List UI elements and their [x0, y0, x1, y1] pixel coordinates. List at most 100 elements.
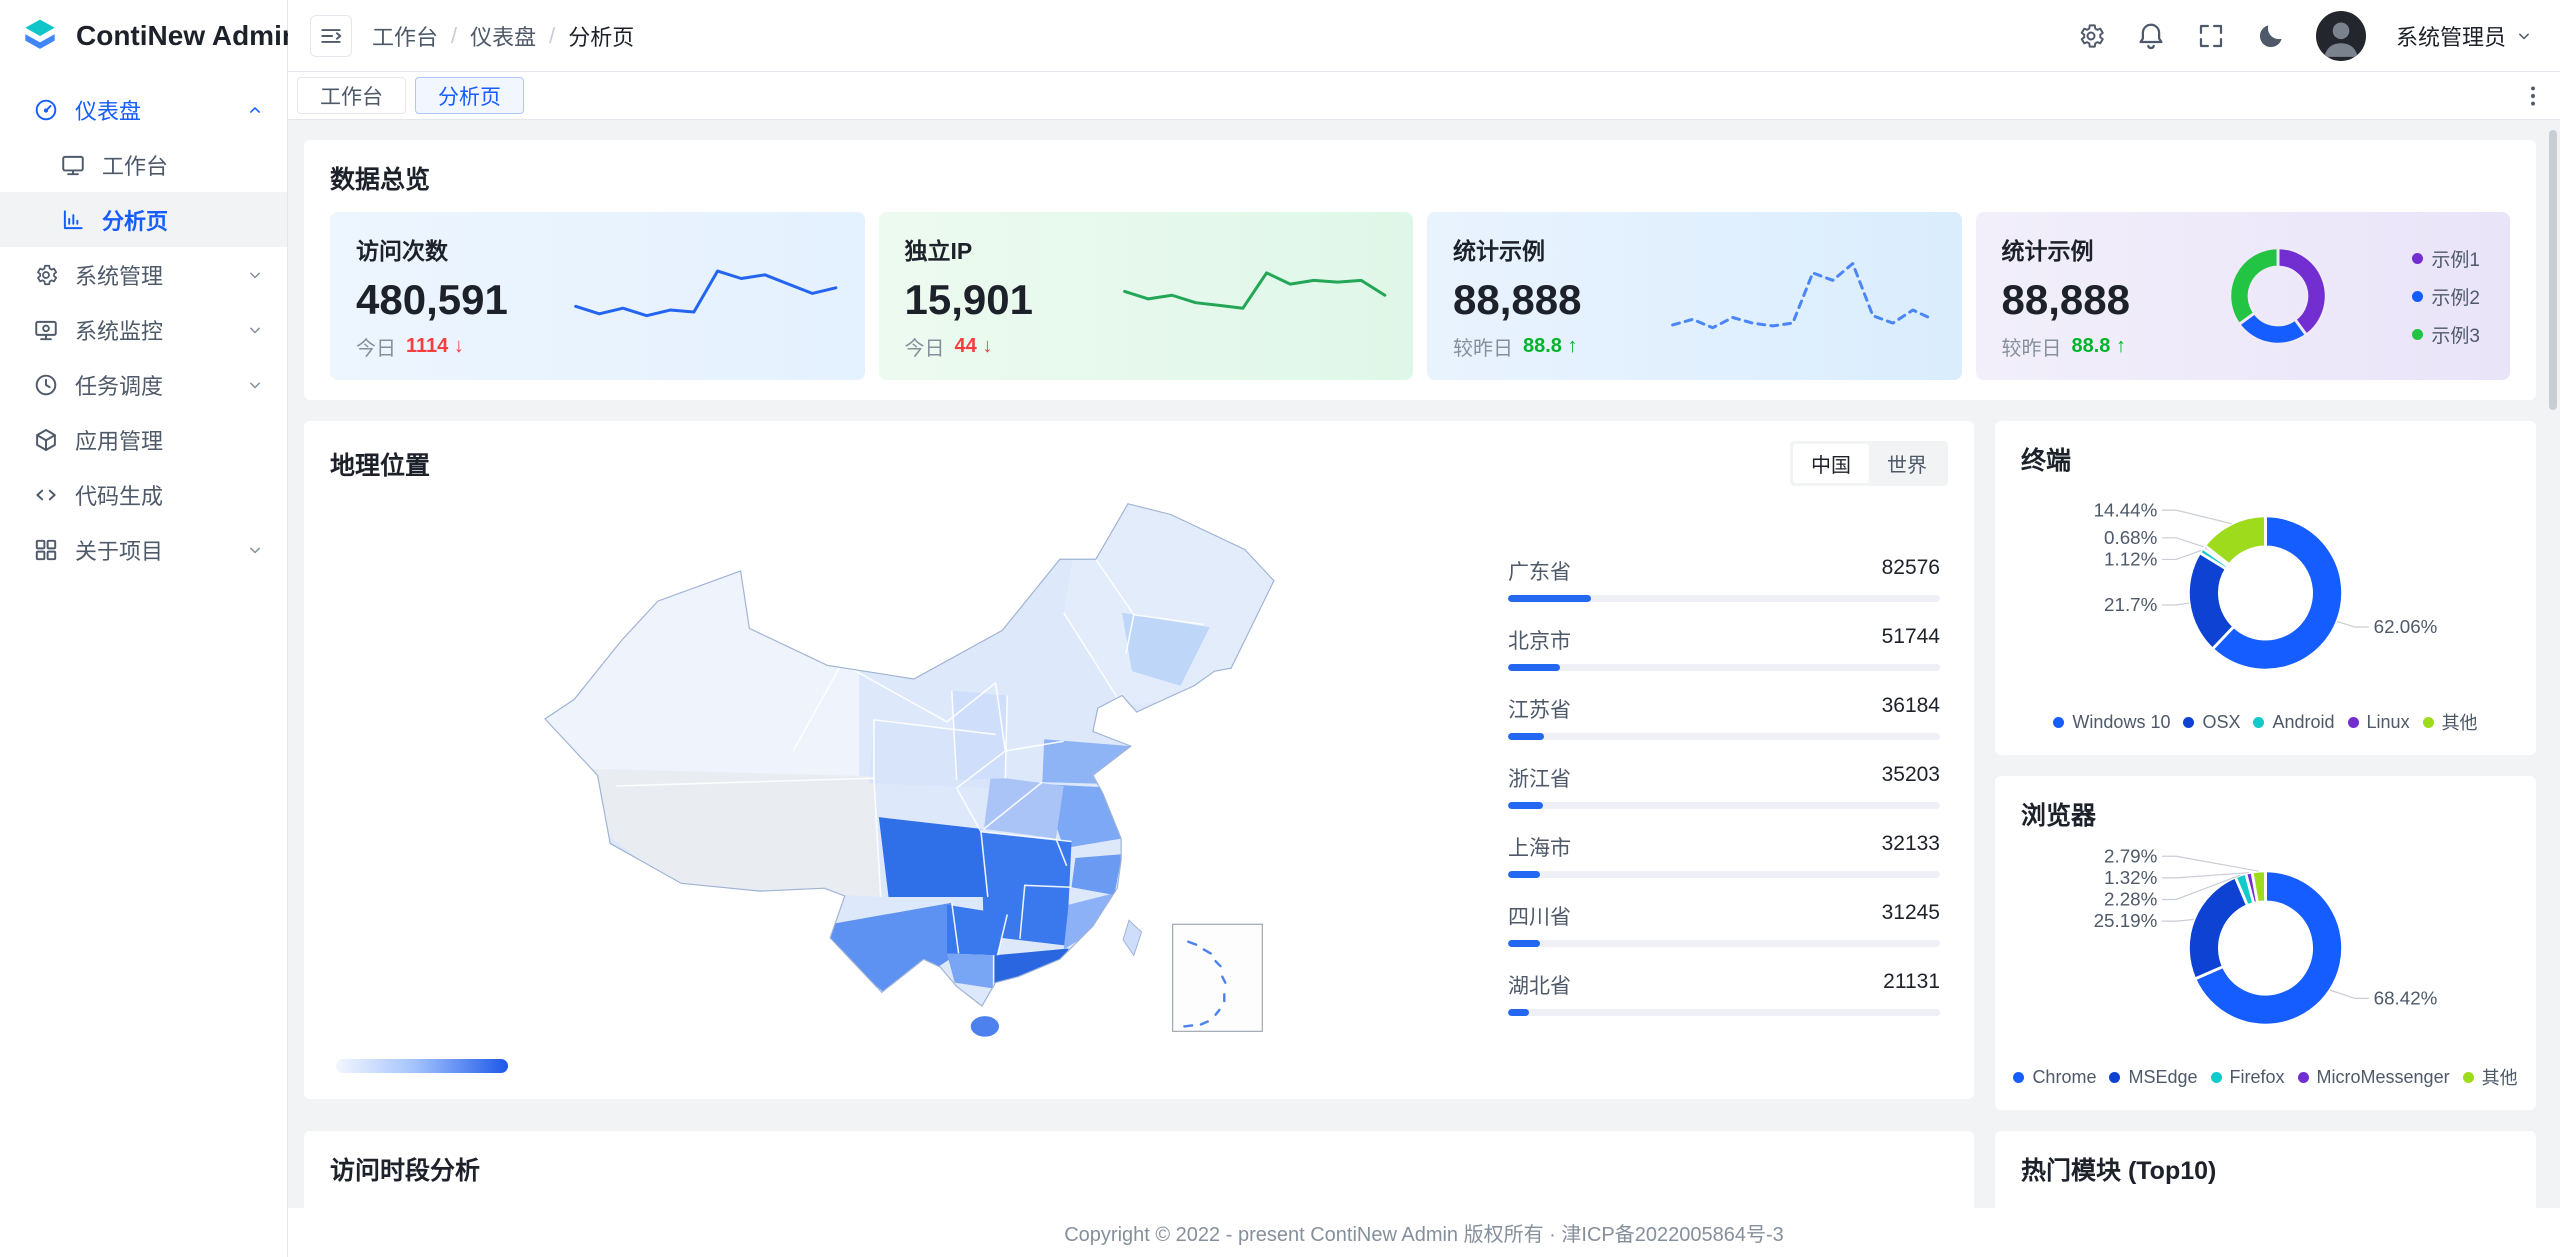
legend-dot [2013, 1071, 2025, 1083]
monitor-icon [60, 152, 86, 178]
province-line: 浙江省 35203 [1508, 763, 1940, 793]
header-actions: 系统管理员 [2076, 10, 2534, 61]
menu-label: 系统管理 [75, 263, 164, 289]
page-content: 数据总览 访问次数 480,591 今日 1114 ↓ [288, 120, 2560, 1208]
province-bar-fill [1508, 940, 1540, 947]
sample-sparkline [1670, 242, 1936, 350]
sidebar-item-about-project[interactable]: 关于项目 [0, 522, 287, 577]
breadcrumb-separator: / [549, 22, 556, 48]
fullscreen-icon[interactable] [2196, 21, 2226, 51]
section-title: 访问时段分析 [330, 1157, 481, 1185]
scrollbar-thumb[interactable] [2549, 130, 2557, 410]
notifications-bell-icon[interactable] [2136, 21, 2166, 51]
china-map[interactable] [448, 496, 1368, 1041]
sidebar-item-system-monitor[interactable]: 系统监控 [0, 302, 287, 357]
stat-tile-sample: 统计示例 88,888 较昨日 88.8 ↑ [1427, 212, 1962, 380]
device-donut-chart: 62.06% 21.7% 1.12%0.68% 14.44% [2094, 499, 2438, 672]
donut-chart [2227, 246, 2328, 346]
breadcrumb-item-current: 分析页 [568, 24, 635, 50]
legend-item[interactable]: MicroMessenger [2297, 1067, 2450, 1088]
trend-down-arrow: ↓ [982, 334, 993, 357]
grid-icon [33, 537, 59, 563]
legend-item[interactable]: 其他 [2462, 1064, 2518, 1090]
province-bar-track [1508, 940, 1940, 947]
svg-text:25.19%: 25.19% [2094, 910, 2158, 931]
legend-label: 其他 [2441, 713, 2478, 733]
legend-item[interactable]: Firefox [2210, 1067, 2285, 1088]
top-modules-card: 热门模块 (Top10) 用户管理 [1995, 1131, 2536, 1208]
stat-sub-label: 今日 [356, 337, 396, 360]
user-menu[interactable]: 系统管理员 [2396, 20, 2534, 52]
stat-tile-unique-ip: 独立IP 15,901 今日 44 ↓ [878, 212, 1413, 380]
legend-dot [2109, 1071, 2121, 1083]
legend-item[interactable]: 示例2 [2412, 283, 2480, 310]
map-scope-toggle: 中国 世界 [1790, 441, 1948, 486]
legend-item[interactable]: Windows 10 [2053, 712, 2170, 733]
tab-analysis[interactable]: 分析页 [415, 77, 524, 114]
chevron-down-icon [245, 320, 265, 340]
map-color-scale [336, 1059, 508, 1073]
sidebar-item-code-generation[interactable]: 代码生成 [0, 467, 287, 522]
legend-label: Android [2272, 711, 2335, 732]
stat-value: 480,591 [356, 275, 508, 323]
sidebar-item-workbench[interactable]: 工作台 [0, 137, 287, 192]
app-logo[interactable]: ContiNew Admin [0, 0, 299, 72]
province-value: 36184 [1881, 694, 1940, 717]
section-title: 终端 [2021, 447, 2072, 475]
stat-tiles: 访问次数 480,591 今日 1114 ↓ [330, 212, 2510, 380]
sidebar-collapse-button[interactable] [310, 14, 352, 57]
legend-item[interactable]: Android [2253, 711, 2335, 733]
province-bar-fill [1508, 802, 1544, 809]
breadcrumb-item[interactable]: 工作台 [372, 24, 439, 50]
menu-label: 代码生成 [75, 483, 164, 509]
province-bar-track [1508, 595, 1940, 602]
legend-label: 示例2 [2431, 287, 2480, 309]
menu-label: 关于项目 [75, 538, 164, 564]
middle-row: 地理位置 中国 世界 [304, 421, 2536, 1110]
province-bar-track [1508, 802, 1940, 809]
app-title: ContiNew Admin [76, 20, 299, 51]
sidebar-item-analysis[interactable]: 分析页 [0, 192, 287, 247]
line-chart [1122, 242, 1388, 350]
right-column: 终端 62.06% 21.7% 1.12% 0.68% 14.44% Windows 1… [1995, 421, 2536, 1110]
breadcrumb-separator: / [451, 22, 458, 48]
svg-text:1.12%: 1.12% [2104, 549, 2158, 570]
page-footer: Copyright © 2022 - present ContiNew Admi… [288, 1208, 2560, 1257]
legend-item[interactable]: MSEdge [2109, 1067, 2198, 1088]
legend-item[interactable]: 示例1 [2412, 245, 2480, 272]
toggle-world[interactable]: 世界 [1887, 455, 1927, 477]
legend-item[interactable]: 示例3 [2412, 321, 2480, 348]
tab-workbench[interactable]: 工作台 [297, 77, 406, 114]
province-value: 32133 [1881, 832, 1940, 855]
legend-item[interactable]: OSX [2183, 712, 2240, 733]
settings-icon[interactable] [2076, 21, 2106, 51]
legend-dot [2347, 716, 2359, 728]
legend-item[interactable]: Linux [2347, 712, 2410, 733]
sidebar-menu: 仪表盘 工作台 分析页 系统管理 系统监控 [0, 72, 287, 577]
sidebar-item-system-management[interactable]: 系统管理 [0, 247, 287, 302]
section-title: 热门模块 (Top10) [2021, 1157, 2217, 1185]
stat-value: 88,888 [2001, 275, 2130, 323]
tab-bar: 工作台 分析页 [288, 72, 2560, 120]
breadcrumb-item[interactable]: 仪表盘 [470, 24, 537, 50]
sidebar-item-dashboard[interactable]: 仪表盘 [0, 82, 287, 137]
legend-item[interactable]: Chrome [2013, 1067, 2096, 1088]
stat-trend: 44 ↓ [954, 334, 993, 357]
stat-subtext: 今日 1114 ↓ [356, 332, 561, 361]
stat-tile-sample-donut: 统计示例 88,888 较昨日 88.8 ↑ 示例1 示例2 示例3 [1975, 212, 2510, 380]
legend-item[interactable]: 其他 [2422, 709, 2478, 735]
user-avatar[interactable] [2315, 10, 2366, 61]
code-icon [33, 482, 59, 508]
menu-label: 仪表盘 [75, 98, 142, 124]
bar-chart-icon [60, 207, 86, 233]
sidebar-item-app-management[interactable]: 应用管理 [0, 412, 287, 467]
dashed-line-chart [1670, 242, 1936, 350]
time-analysis-card: 访问时段分析 100k [304, 1131, 1974, 1208]
device-legend: Windows 10 OSX Android Linux 其他 [2021, 709, 2510, 735]
sidebar-item-task-schedule[interactable]: 任务调度 [0, 357, 287, 412]
dark-mode-moon-icon[interactable] [2256, 21, 2286, 51]
toggle-china[interactable]: 中国 [1793, 444, 1869, 483]
province-bar-fill [1508, 664, 1560, 671]
tab-more-icon[interactable] [2520, 83, 2546, 109]
